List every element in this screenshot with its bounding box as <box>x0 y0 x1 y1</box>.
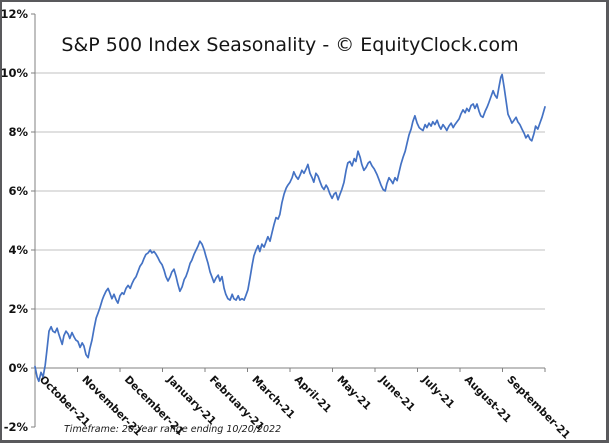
y-axis-label: 10% <box>2 66 28 80</box>
y-axis-label: 6% <box>8 184 28 198</box>
x-axis-label: May-21 <box>334 374 373 413</box>
y-axis-label: 2% <box>8 302 28 316</box>
chart-footnote: Timeframe: 20-Year range ending 10/20/20… <box>64 424 282 435</box>
x-axis-label: September-21 <box>504 374 572 440</box>
x-axis-label: July-21 <box>419 373 457 411</box>
y-axis-label: 4% <box>8 243 28 257</box>
y-axis-label: -2% <box>4 420 29 434</box>
y-axis-label: 8% <box>8 125 28 139</box>
y-axis-label: 12% <box>2 7 28 21</box>
x-axis-label: June-21 <box>376 373 417 414</box>
chart-title: S&P 500 Index Seasonality - © EquityCloc… <box>61 34 519 56</box>
series-line <box>34 73 546 383</box>
y-axis-label: 0% <box>8 361 28 375</box>
x-axis-label: April-21 <box>292 374 334 416</box>
